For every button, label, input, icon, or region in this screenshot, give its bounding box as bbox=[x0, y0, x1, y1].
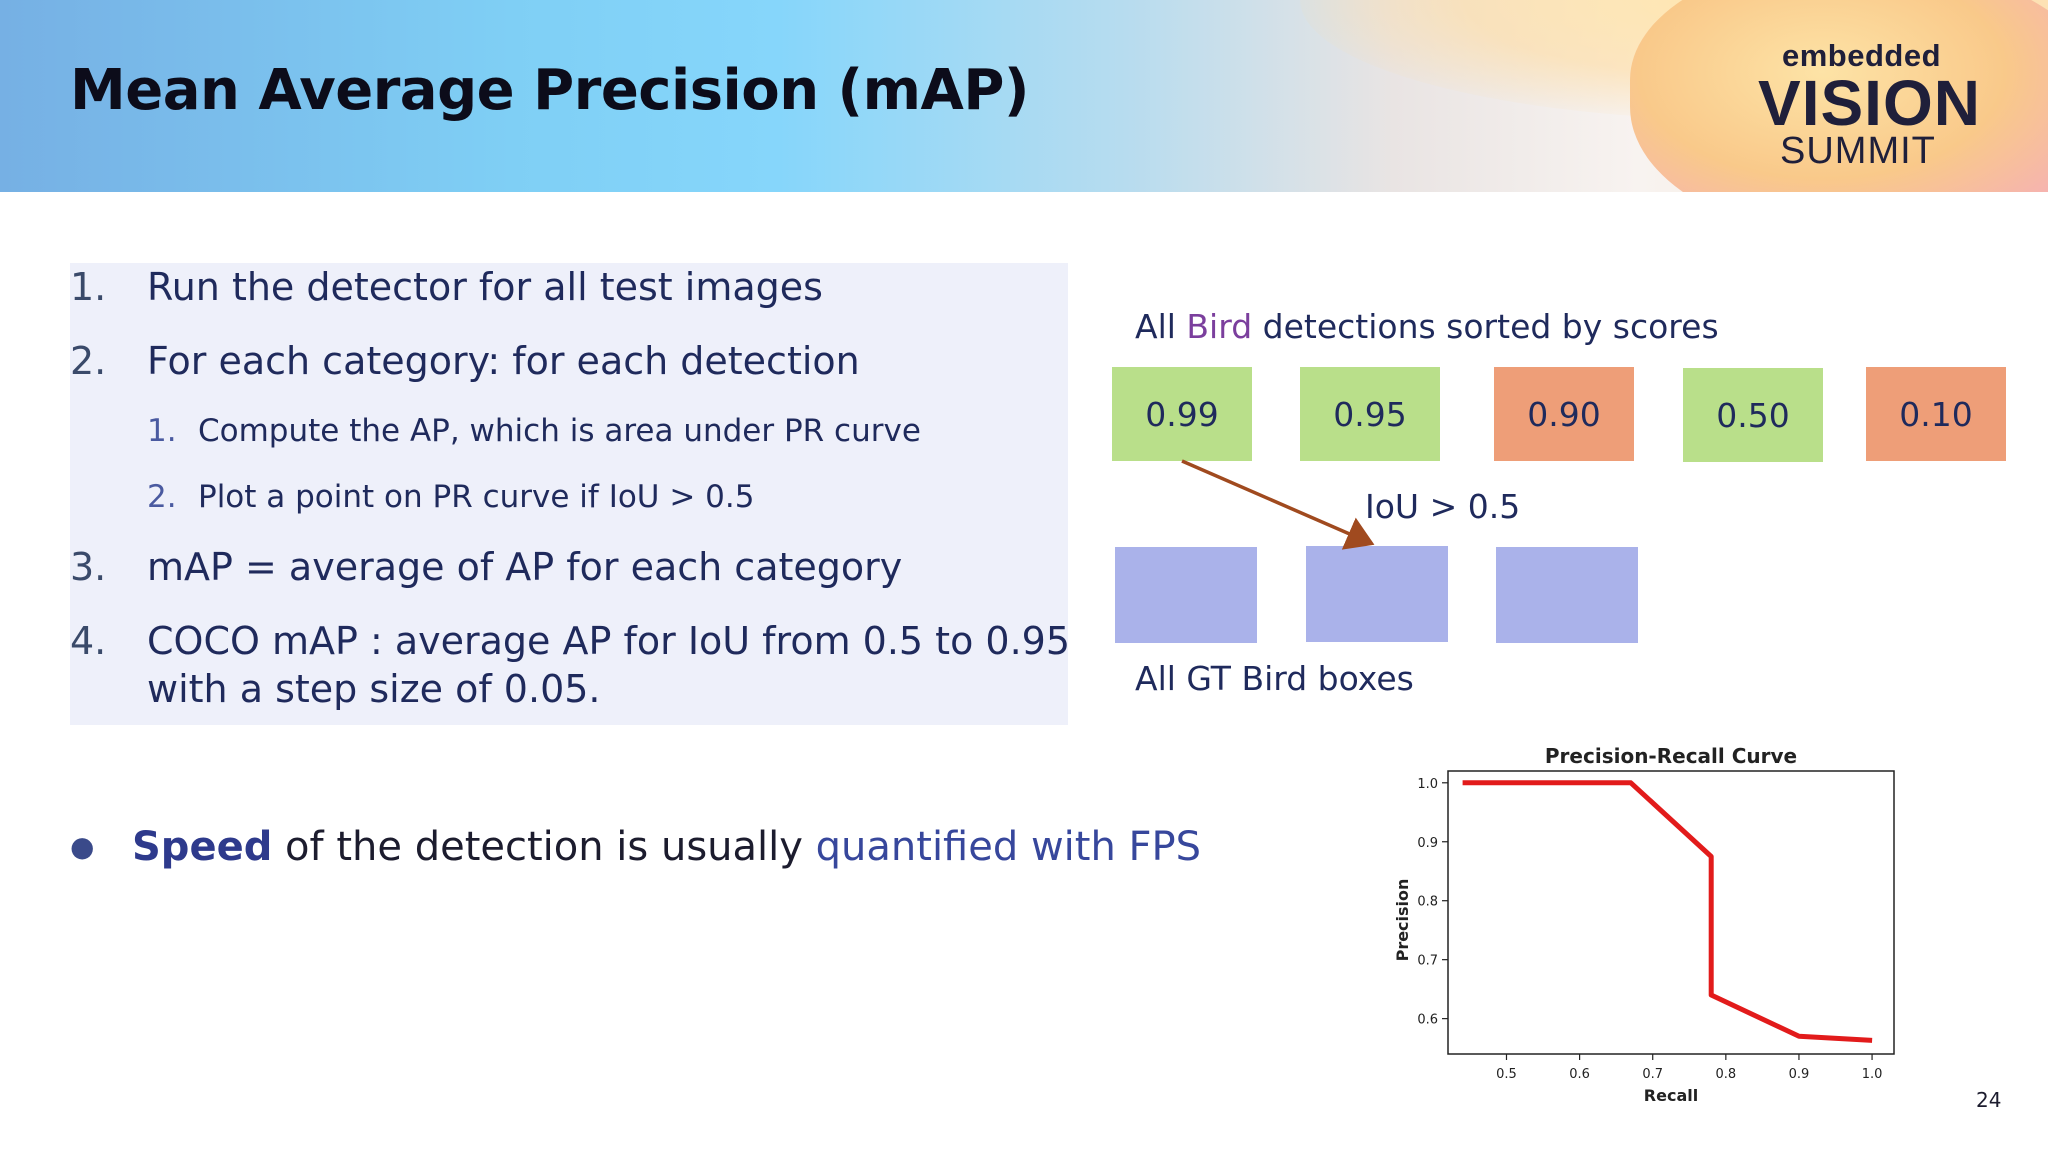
bullet-text: Speed of the detection is usually quanti… bbox=[132, 822, 1201, 872]
header-banner bbox=[0, 0, 2048, 192]
logo-line-1: embedded bbox=[1782, 38, 1942, 73]
chart-x-tick-label: 0.8 bbox=[1715, 1067, 1736, 1082]
steps-panel bbox=[70, 263, 1068, 725]
embedded-vision-summit-logo: embedded VISION SUMMIT bbox=[1752, 38, 2002, 173]
substep-number: 2. bbox=[147, 479, 177, 515]
step-text: Run the detector for all test images bbox=[147, 265, 823, 309]
gt-boxes-label: All GT Bird boxes bbox=[1135, 659, 1414, 698]
score-box: 0.99 bbox=[1112, 367, 1252, 461]
chart-x-axis: 0.5 0.6 0.7 0.8 0.9 1.0 bbox=[1496, 1054, 1882, 1082]
chart-x-tick-label: 0.6 bbox=[1569, 1067, 1590, 1082]
iou-threshold-label: IoU > 0.5 bbox=[1365, 487, 1521, 526]
step-text-continued: with a step size of 0.05. bbox=[147, 667, 601, 711]
label-highlight: Bird bbox=[1186, 307, 1253, 346]
logo-line-2: VISION bbox=[1758, 67, 1981, 139]
gt-box bbox=[1115, 547, 1257, 643]
bullet-link-text: quantified with FPS bbox=[815, 824, 1202, 870]
page-number: 24 bbox=[1976, 1088, 2002, 1112]
chart-y-axis-label: Precision bbox=[1393, 879, 1412, 962]
gt-box bbox=[1496, 547, 1638, 643]
chart-x-tick-label: 0.9 bbox=[1789, 1067, 1810, 1082]
chart-title: Precision-Recall Curve bbox=[1545, 744, 1797, 768]
chart-series-line bbox=[1462, 780, 1873, 1043]
label-prefix: All bbox=[1135, 307, 1187, 346]
step-number: 3. bbox=[70, 545, 107, 589]
label-suffix: detections sorted by scores bbox=[1252, 307, 1719, 346]
bullet-dot-icon: ● bbox=[70, 830, 95, 863]
precision-recall-chart: Precision-Recall Curve 1.0 0.9 0.8 0.7 0.6 0… bbox=[1393, 744, 1895, 1105]
step-number: 4. bbox=[70, 619, 107, 663]
score-box: 0.95 bbox=[1300, 367, 1440, 461]
chart-plot-area bbox=[1447, 770, 1895, 1055]
score-box: 0.10 bbox=[1866, 367, 2006, 461]
chart-y-tick-label: 0.9 bbox=[1417, 836, 1438, 851]
sorted-detections-label: All Bird detections sorted by scores bbox=[1135, 307, 1719, 347]
chart-x-tick-label: 0.7 bbox=[1642, 1067, 1663, 1082]
score-box: 0.90 bbox=[1494, 367, 1634, 461]
header-decoration-warm bbox=[1630, 0, 2048, 192]
chart-y-tick-label: 0.8 bbox=[1417, 895, 1438, 910]
step-text: For each category: for each detection bbox=[147, 339, 860, 383]
chart-y-axis: 1.0 0.9 0.8 0.7 0.6 bbox=[1417, 777, 1448, 1028]
score-box: 0.50 bbox=[1683, 368, 1823, 462]
chart-y-tick-label: 1.0 bbox=[1417, 777, 1438, 792]
step-text: COCO mAP : average AP for IoU from 0.5 t… bbox=[147, 619, 1071, 663]
bullet-bold: Speed bbox=[132, 824, 273, 870]
slide-title: Mean Average Precision (mAP) bbox=[70, 58, 1029, 123]
bullet-middle: of the detection is usually bbox=[272, 824, 816, 870]
chart-x-tick-label: 1.0 bbox=[1862, 1067, 1883, 1082]
step-number: 1. bbox=[70, 265, 107, 309]
substep-number: 1. bbox=[147, 413, 177, 449]
chart-x-axis-label: Recall bbox=[1644, 1086, 1698, 1105]
logo-line-3: SUMMIT bbox=[1780, 130, 1936, 172]
step-number: 2. bbox=[70, 339, 107, 383]
chart-y-tick-label: 0.7 bbox=[1417, 954, 1438, 969]
substep-text: Compute the AP, which is area under PR c… bbox=[198, 413, 921, 449]
chart-x-tick-label: 0.5 bbox=[1496, 1067, 1517, 1082]
step-text: mAP = average of AP for each category bbox=[147, 545, 903, 589]
chart-y-tick-label: 0.6 bbox=[1417, 1013, 1438, 1028]
gt-box bbox=[1306, 546, 1448, 642]
substep-text: Plot a point on PR curve if IoU > 0.5 bbox=[198, 479, 755, 515]
